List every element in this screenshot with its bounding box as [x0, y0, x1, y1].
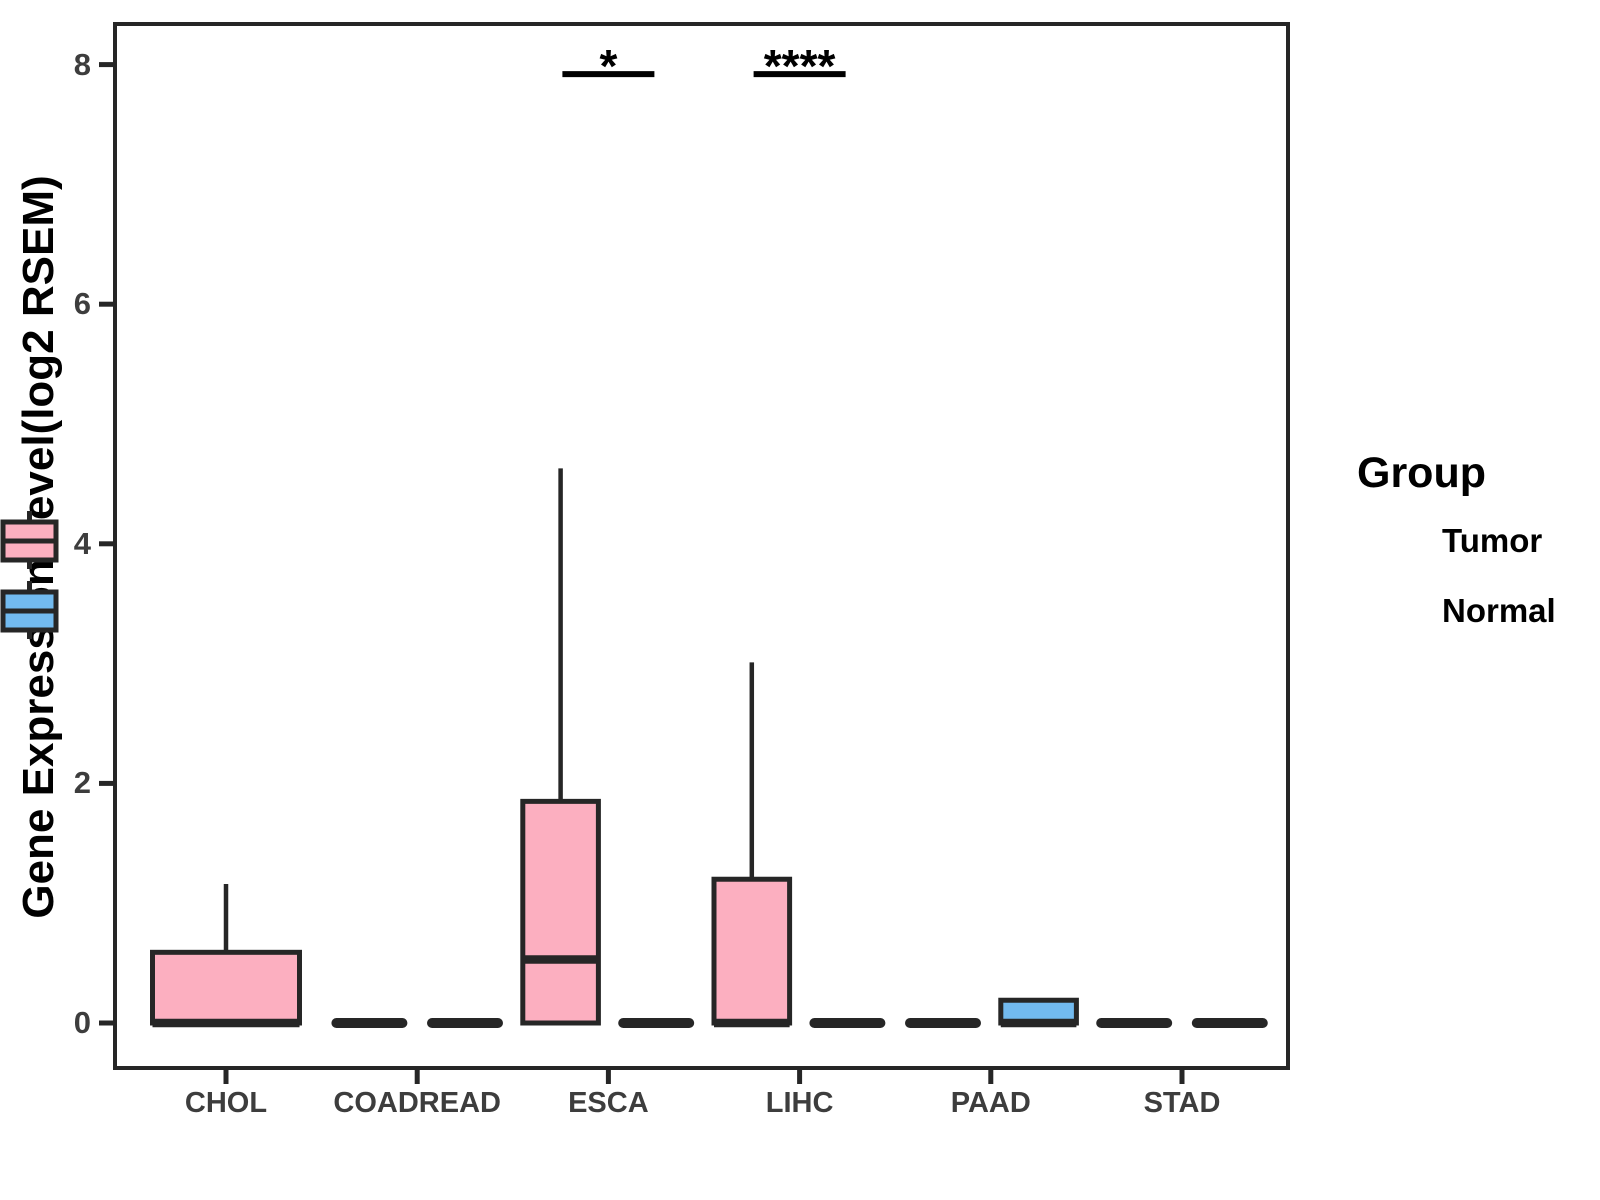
legend-label-tumor: Tumor	[1442, 522, 1543, 559]
tumor-boxplot-key-icon	[0, 511, 59, 569]
x-tick-label-COADREAD: COADREAD	[333, 1087, 501, 1119]
y-tick-label-4: 4	[73, 525, 91, 561]
y-tick-label-8: 8	[73, 46, 91, 82]
x-tick-label-ESCA: ESCA	[568, 1087, 649, 1119]
legend-title: Group	[1357, 449, 1486, 497]
box-ESCA-Tumor	[520, 798, 601, 1026]
y-tick-label-0: 0	[73, 1005, 91, 1040]
box-LIHC-Tumor	[711, 876, 793, 1026]
legend-label-normal: Normal	[1442, 592, 1556, 629]
sig-label-LIHC: ****	[764, 40, 836, 92]
x-tick-label-CHOL: CHOL	[184, 1087, 268, 1119]
x-tick-label-LIHC: LIHC	[765, 1087, 834, 1119]
x-tick-label-STAD: STAD	[1143, 1087, 1221, 1119]
normal-boxplot-key-icon	[0, 581, 59, 639]
y-tick-label-6: 6	[73, 286, 91, 322]
sig-label-ESCA: *	[599, 40, 617, 92]
x-tick-label-PAAD: PAAD	[950, 1087, 1031, 1119]
y-tick-label-2: 2	[73, 765, 91, 801]
box-CHOL-Tumor	[150, 949, 302, 1026]
panel-border	[113, 22, 1290, 1070]
